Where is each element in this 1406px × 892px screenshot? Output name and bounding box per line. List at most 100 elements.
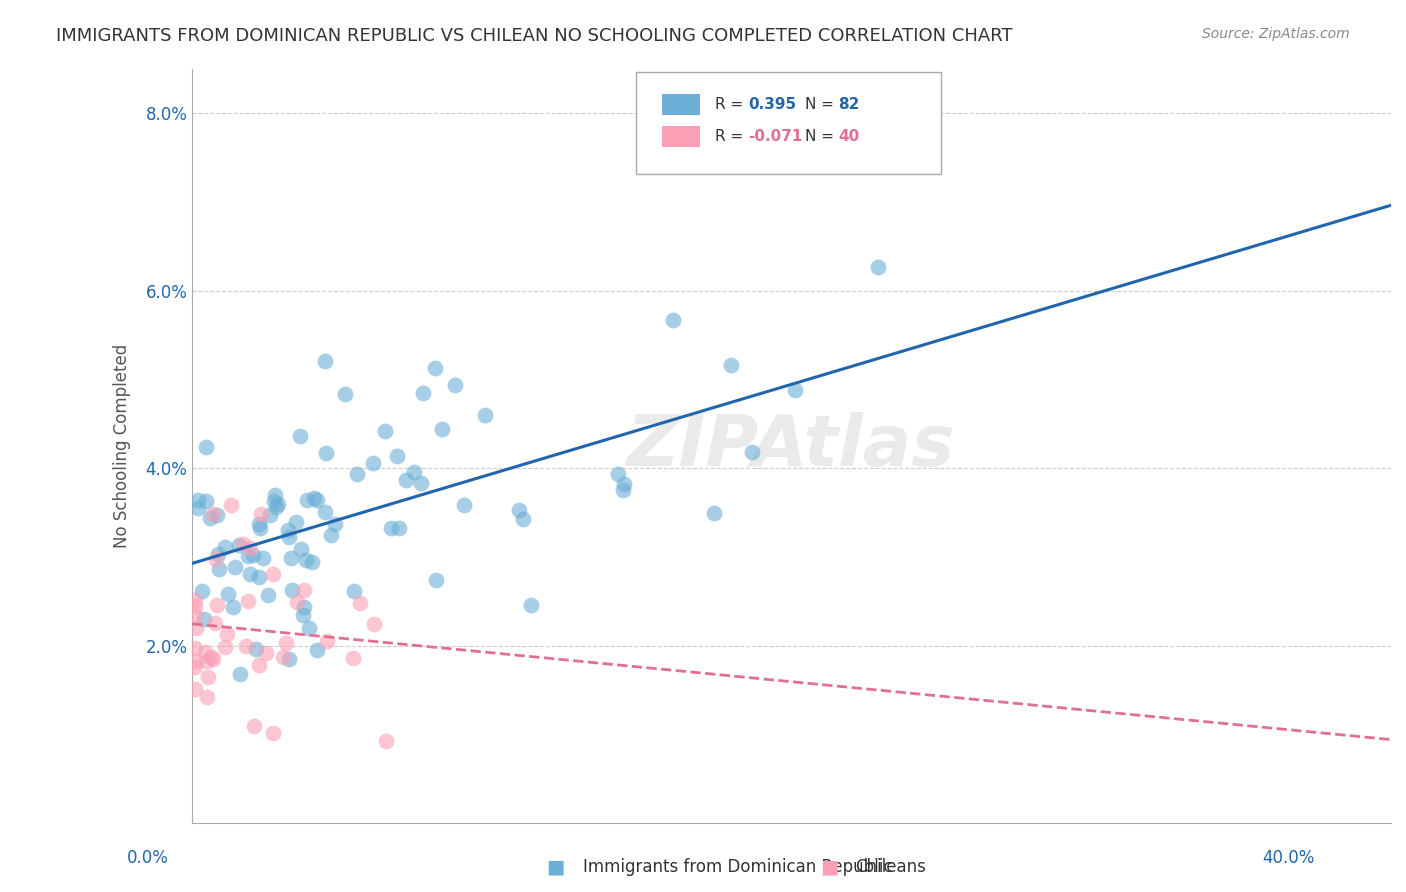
Point xyxy=(238,549,260,563)
Point xyxy=(385,449,408,463)
Point xyxy=(453,498,475,512)
Text: ■: ■ xyxy=(546,857,565,877)
Point xyxy=(204,616,226,631)
Point xyxy=(232,537,254,551)
Point xyxy=(280,551,302,566)
Point xyxy=(252,551,274,566)
Point xyxy=(187,492,209,507)
Text: Source: ZipAtlas.com: Source: ZipAtlas.com xyxy=(1202,27,1350,41)
Point xyxy=(741,444,763,458)
Point xyxy=(343,583,366,598)
Point xyxy=(214,541,236,555)
Point xyxy=(314,354,336,368)
Point xyxy=(242,548,264,562)
Point xyxy=(193,612,215,626)
Point xyxy=(323,517,346,532)
Point xyxy=(277,652,299,666)
Text: 0.395: 0.395 xyxy=(748,97,797,112)
Point xyxy=(222,600,245,615)
Point xyxy=(316,634,339,648)
Text: N =: N = xyxy=(804,97,838,112)
Point xyxy=(662,313,685,327)
Point xyxy=(374,424,396,438)
Point xyxy=(224,559,246,574)
Point xyxy=(205,551,228,566)
Text: Chileans: Chileans xyxy=(855,858,925,876)
Point xyxy=(247,517,270,532)
Point xyxy=(194,645,217,659)
Point xyxy=(195,690,218,704)
Point xyxy=(262,726,284,740)
Point xyxy=(184,640,207,655)
Point xyxy=(333,387,356,401)
Point xyxy=(508,503,530,517)
Point xyxy=(247,570,270,584)
Text: 40: 40 xyxy=(838,129,859,144)
Point xyxy=(281,583,304,598)
Point xyxy=(375,734,398,748)
Point xyxy=(277,530,299,544)
Point xyxy=(430,422,453,436)
Point xyxy=(197,669,219,683)
Point xyxy=(291,608,314,623)
Bar xyxy=(662,95,700,115)
Point xyxy=(187,500,209,515)
Point xyxy=(314,505,336,519)
Point xyxy=(228,538,250,552)
Point xyxy=(388,521,411,535)
Point xyxy=(277,523,299,537)
Point xyxy=(290,541,312,556)
Point xyxy=(285,595,308,609)
Point xyxy=(298,622,321,636)
Y-axis label: No Schooling Completed: No Schooling Completed xyxy=(114,344,131,548)
Point xyxy=(783,383,806,397)
Point xyxy=(254,646,277,660)
Bar xyxy=(662,126,700,147)
Point xyxy=(315,446,337,460)
Point xyxy=(184,622,207,636)
Point xyxy=(264,500,287,514)
Point xyxy=(404,465,426,479)
Point xyxy=(247,657,270,672)
Text: IMMIGRANTS FROM DOMINICAN REPUBLIC VS CHILEAN NO SCHOOLING COMPLETED CORRELATION: IMMIGRANTS FROM DOMINICAN REPUBLIC VS CH… xyxy=(56,27,1012,45)
Point xyxy=(301,555,323,569)
Text: ZIPAtlas: ZIPAtlas xyxy=(627,411,956,481)
Point xyxy=(195,440,218,454)
Point xyxy=(284,515,307,529)
Point xyxy=(214,640,236,655)
Point xyxy=(342,650,364,665)
Point xyxy=(245,642,267,657)
Text: -0.071: -0.071 xyxy=(748,129,803,144)
Point xyxy=(236,594,259,608)
Point xyxy=(302,491,325,505)
Point xyxy=(307,493,329,508)
Point xyxy=(607,467,630,481)
Point xyxy=(249,521,271,535)
Point xyxy=(219,498,242,512)
Point xyxy=(217,626,239,640)
Point xyxy=(262,566,284,581)
Point xyxy=(703,506,725,520)
Point xyxy=(184,599,207,613)
Text: Immigrants from Dominican Republic: Immigrants from Dominican Republic xyxy=(583,858,893,876)
Point xyxy=(242,719,264,733)
Point xyxy=(202,652,225,666)
Point xyxy=(184,660,207,674)
Point xyxy=(425,361,447,376)
Text: R =: R = xyxy=(714,129,748,144)
Point xyxy=(208,562,231,576)
Point xyxy=(207,598,229,612)
Point xyxy=(201,508,224,522)
Point xyxy=(305,643,328,657)
Point xyxy=(346,467,368,481)
Point xyxy=(294,553,316,567)
Point xyxy=(274,635,297,649)
Point xyxy=(257,588,280,602)
Point xyxy=(198,510,221,524)
Point xyxy=(239,567,262,582)
Point xyxy=(720,358,742,372)
Point xyxy=(250,508,273,522)
Point xyxy=(229,667,252,681)
Point xyxy=(235,639,257,653)
Text: ■: ■ xyxy=(820,857,839,877)
